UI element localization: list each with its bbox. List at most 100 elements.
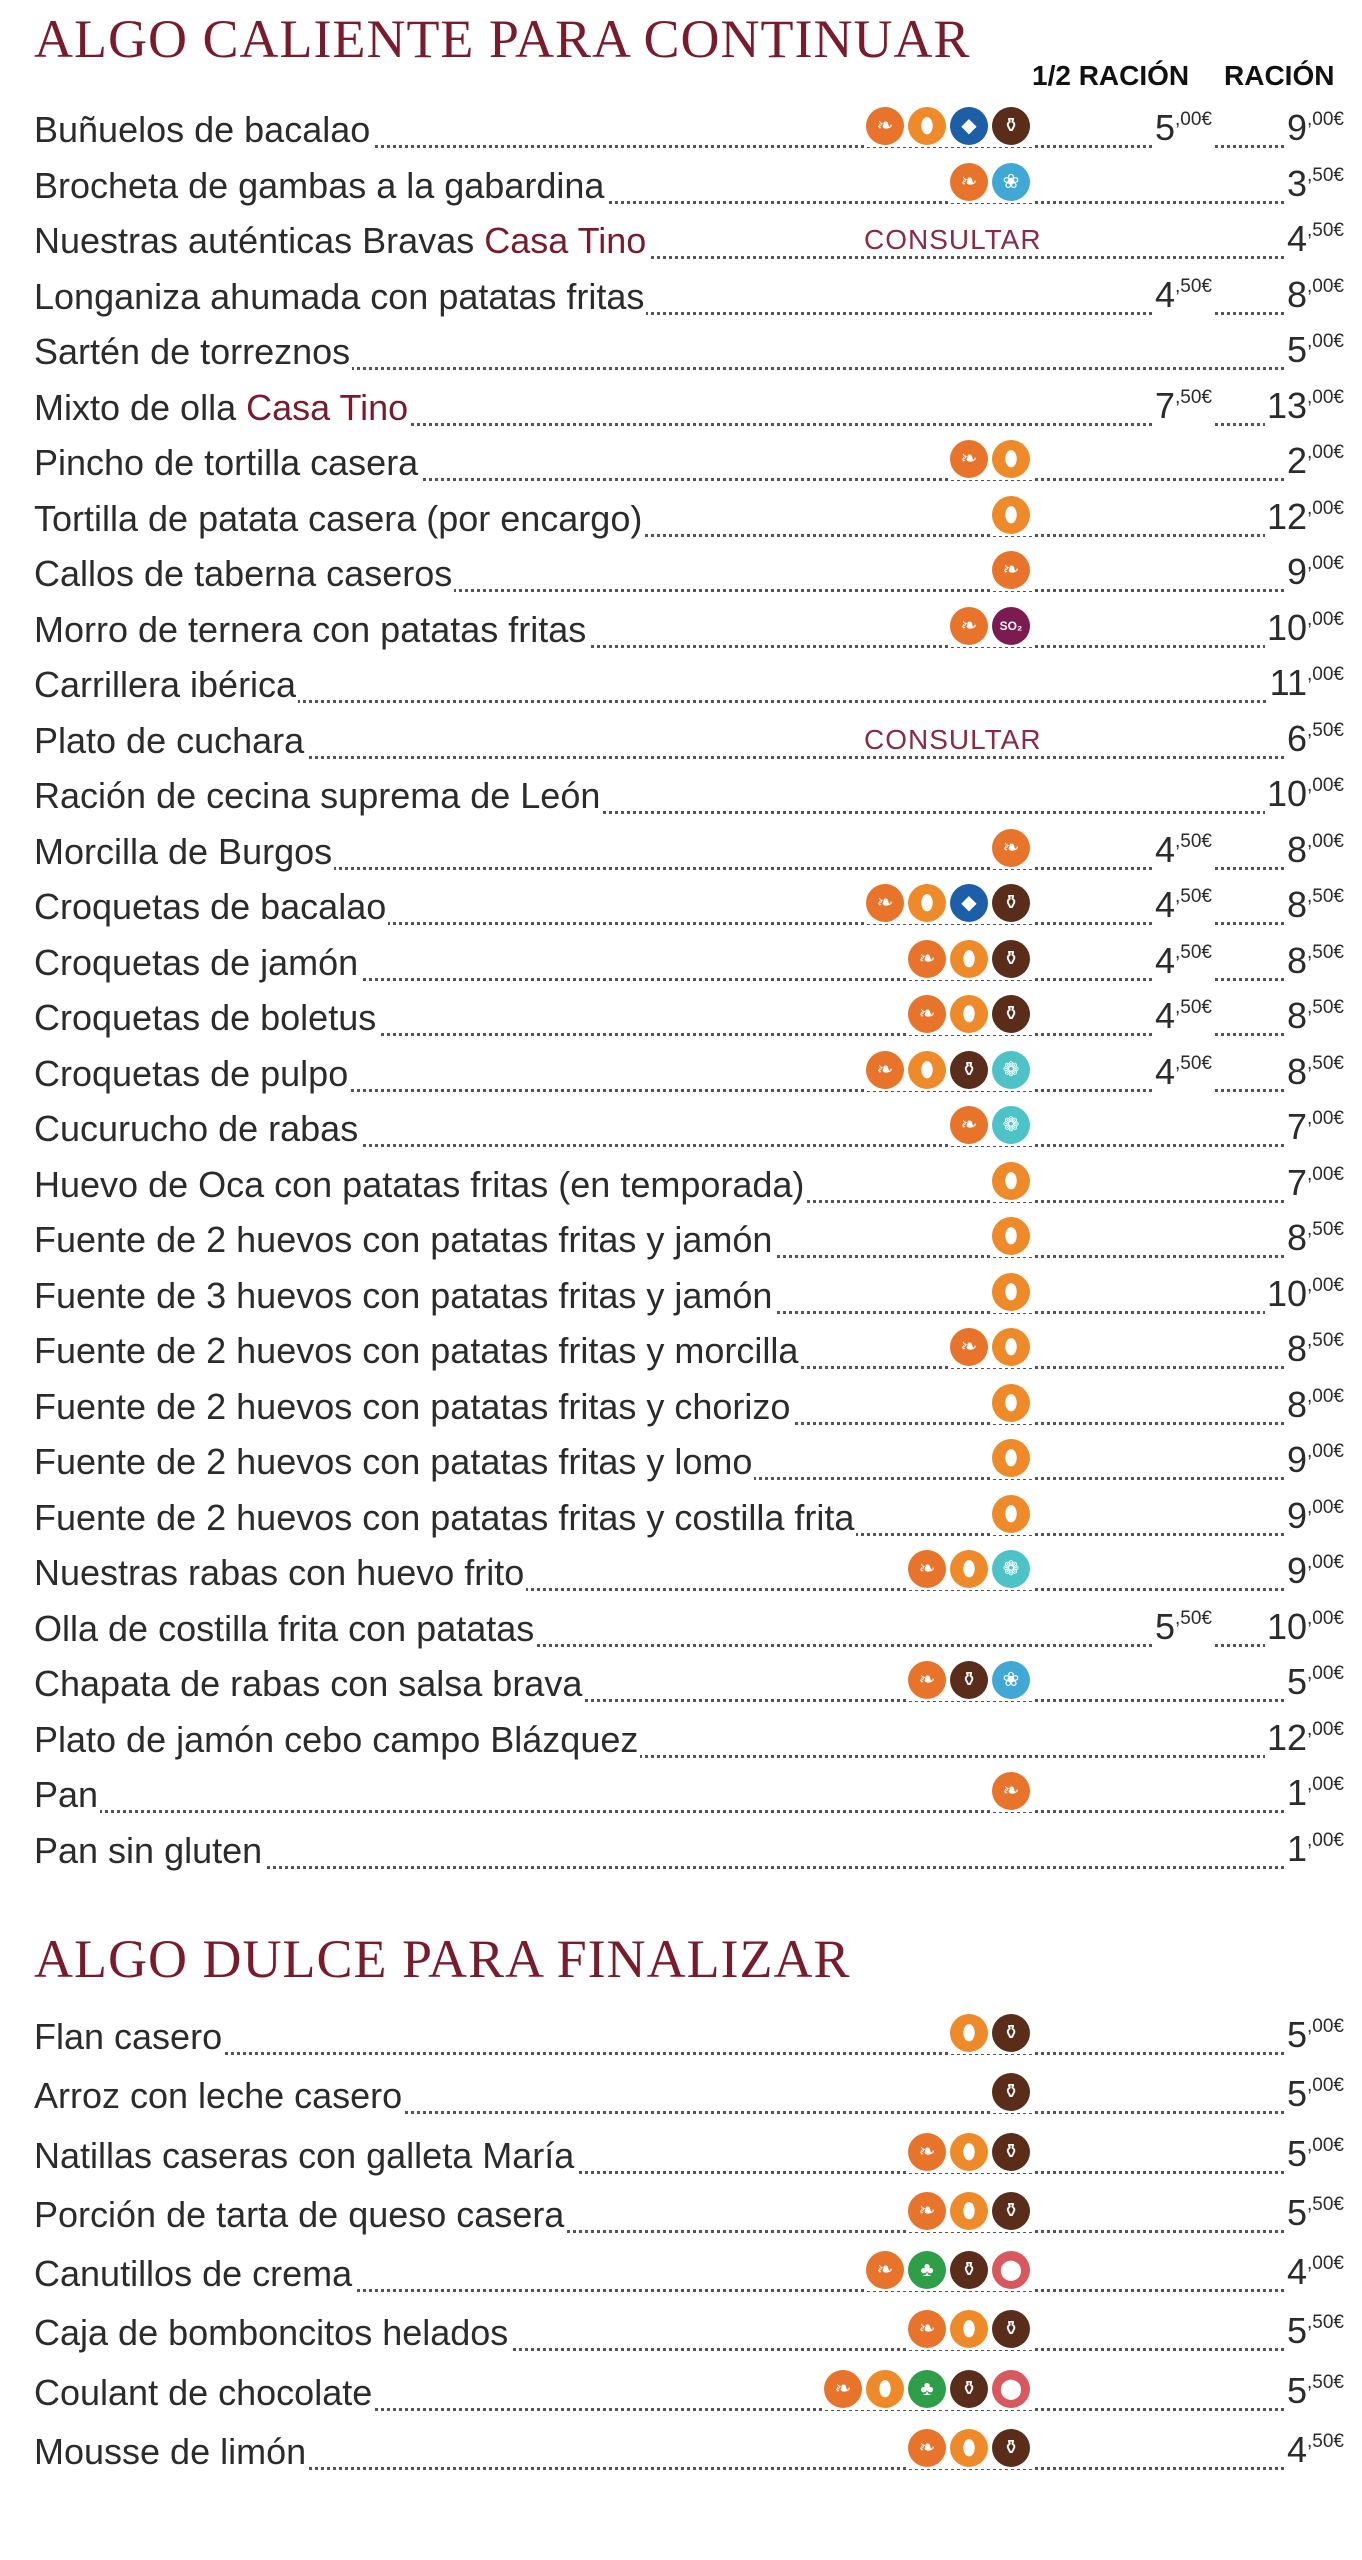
- egg-icon: ⬮: [866, 2369, 904, 2408]
- gluten-icon: ❧: [950, 1328, 988, 1366]
- price-dec: ,00€: [1307, 1274, 1344, 1296]
- allergen-icons: ❧ ⬮: [948, 1328, 1032, 1368]
- allergen-icons: ⬮: [990, 1383, 1032, 1424]
- egg-icon: ⬮: [950, 995, 988, 1033]
- item-name-text: Croquetas de jamón: [34, 941, 359, 983]
- allergen-icons: ❧ ❀: [948, 162, 1032, 203]
- item-name-text: Chapata de rabas con salsa brava: [34, 1663, 583, 1704]
- egg-icon: ⬮: [950, 1550, 988, 1588]
- item-name: Coulant de chocolate: [34, 2371, 375, 2414]
- dot-leader: [34, 2052, 1344, 2055]
- milk-icon: ⚱: [992, 995, 1030, 1033]
- menu-item: Croquetas de pulpo ❧ ⬮ ⚱ ❁ 4,50€ 8,50€: [34, 1047, 1344, 1103]
- menu-item: Canutillos de crema ❧ ♣ ⚱ ⬤ 4,00€: [34, 2247, 1344, 2306]
- allergen-icons: ❧ ⬮ ⚱: [906, 2132, 1032, 2173]
- price-ration: 8,00€: [1284, 828, 1344, 871]
- item-name-text: Mixto de olla: [34, 386, 247, 428]
- item-name-text: Morro de ternera con patatas fritas: [34, 608, 587, 650]
- price-ration: 8,50€: [1284, 884, 1344, 926]
- item-name-text: Nuestras auténticas Bravas: [34, 220, 485, 261]
- price-ration: 5,50€: [1284, 2369, 1344, 2412]
- price-ration: 9,00€: [1284, 1550, 1344, 1592]
- allergen-icons: ❧ ⬮ ⚱: [906, 2429, 1032, 2470]
- soy-icon: ⬤: [992, 2369, 1030, 2408]
- price-dec: ,00€: [1307, 497, 1344, 519]
- price-dec: ,50€: [1175, 997, 1212, 1018]
- price-ration: 13,00€: [1264, 384, 1344, 427]
- dot-leader: [34, 1865, 1344, 1869]
- price-int: 8: [1286, 995, 1308, 1036]
- price-int: 4: [1286, 2429, 1308, 2471]
- price-dec: ,00€: [1307, 386, 1344, 408]
- allergen-icons: ❧ ⬮ ⚱: [906, 995, 1032, 1035]
- dot-leader: [34, 2170, 1344, 2174]
- milk-icon: ⚱: [992, 939, 1030, 978]
- hot-dishes-list: Buñuelos de bacalao ❧ ⬮ ◆ ⚱ 5,00€ 9,00€ Brochet…: [34, 103, 1344, 1879]
- price-dec: ,50€: [1307, 164, 1344, 186]
- allergen-icons: ❧ SO₂: [948, 606, 1032, 647]
- menu-item: Olla de costilla frita con patatas 5,50€ 1…: [34, 1602, 1344, 1658]
- price-dec: ,50€: [1307, 1052, 1344, 1074]
- dot-leader: [34, 422, 1344, 426]
- price-dec: ,50€: [1307, 1330, 1344, 1351]
- price-int: 8: [1286, 1217, 1308, 1258]
- egg-icon: ⬮: [992, 1328, 1030, 1366]
- egg-icon: ⬮: [992, 1383, 1030, 1422]
- gluten-icon: ❧: [908, 939, 946, 978]
- item-name: Natillas caseras con galleta María: [34, 2134, 577, 2177]
- price-int: 13: [1266, 384, 1308, 426]
- dot-leader: [34, 922, 1344, 925]
- allergen-icons: ❧ ⬮ ♣ ⚱ ⬤: [822, 2369, 1032, 2410]
- price-ration: 1,00€: [1284, 1827, 1344, 1870]
- item-name-text: Coulant de chocolate: [34, 2371, 373, 2413]
- price-ration: 7,00€: [1284, 1106, 1344, 1148]
- allergen-icons: ❧ ♣ ⚱ ⬤: [864, 2251, 1032, 2292]
- price-int: 1: [1286, 1772, 1308, 1813]
- dot-leader: [34, 589, 1344, 592]
- item-name: Callos de taberna caseros: [34, 553, 455, 595]
- price-ration: 5,00€: [1284, 2073, 1344, 2116]
- price-dec: ,50€: [1307, 2193, 1344, 2215]
- milk-icon: ⚱: [950, 1661, 988, 1699]
- section-title-sweet: ALGO DULCE PARA FINALIZAR: [34, 1929, 851, 1989]
- price-dec: ,00€: [1307, 331, 1344, 352]
- gluten-icon: ❧: [950, 606, 988, 645]
- menu-item: Morro de ternera con patatas fritas ❧ SO₂ 1…: [34, 603, 1344, 659]
- item-name-text: Nuestras rabas con huevo frito: [34, 1552, 525, 1593]
- egg-icon: ⬮: [908, 107, 946, 145]
- allergen-icons: ⬮: [990, 1272, 1032, 1313]
- price-int: 12: [1266, 495, 1308, 537]
- milk-icon: ⚱: [992, 2191, 1030, 2230]
- allergen-icons: ⬮: [990, 1494, 1032, 1535]
- gluten-icon: ❧: [908, 995, 946, 1033]
- egg-icon: ⬮: [992, 1272, 1030, 1311]
- menu-item: Croquetas de jamón ❧ ⬮ ⚱ 4,50€ 8,50€: [34, 936, 1344, 992]
- price-dec: ,50€: [1175, 1052, 1212, 1074]
- price-dec: ,00€: [1307, 1774, 1344, 1795]
- price-dec: ,50€: [1175, 275, 1212, 297]
- price-int: 11: [1269, 662, 1308, 703]
- price-int: 4: [1154, 995, 1176, 1036]
- item-name: Cucurucho de rabas: [34, 1108, 361, 1150]
- price-dec: ,00€: [1307, 608, 1344, 630]
- price-dec: ,00€: [1307, 775, 1344, 796]
- price-ration: 11,00€: [1267, 662, 1344, 704]
- egg-icon: ⬮: [992, 1217, 1030, 1255]
- price-half-ration: 4,50€: [1152, 273, 1212, 316]
- price-dec: ,00€: [1307, 2075, 1344, 2097]
- price-dec: ,00€: [1307, 1441, 1344, 1462]
- price-half-ration: 4,50€: [1152, 995, 1212, 1037]
- gluten-icon: ❧: [950, 440, 988, 478]
- gluten-icon: ❧: [992, 551, 1030, 589]
- dot-leader: [34, 1088, 1344, 1092]
- price-int: 10: [1266, 773, 1308, 814]
- milk-icon: ⚱: [992, 107, 1030, 145]
- price-int: 3: [1286, 162, 1308, 204]
- price-ration: 3,50€: [1284, 162, 1344, 205]
- dot-leader: [34, 1144, 1344, 1147]
- price-dec: ,00€: [1307, 1163, 1344, 1185]
- menu-item: Mousse de limón ❧ ⬮ ⚱ 4,50€: [34, 2425, 1344, 2484]
- item-name-text: Cucurucho de rabas: [34, 1108, 359, 1149]
- item-name: Canutillos de crema: [34, 2253, 355, 2296]
- price-dec: ,50€: [1307, 220, 1344, 241]
